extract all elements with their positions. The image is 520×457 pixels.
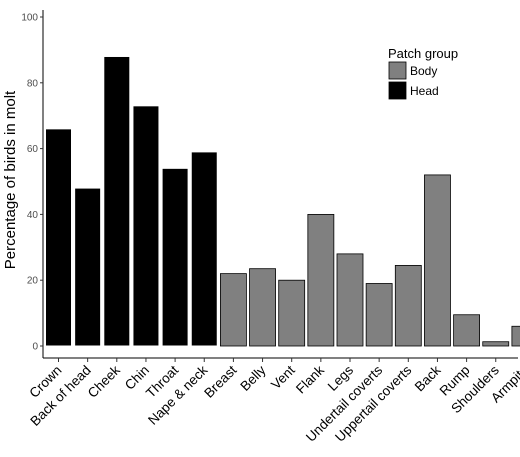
bar-cheek: [103, 55, 131, 347]
bar-rump: [453, 314, 481, 347]
bar-shoulders: [482, 341, 510, 347]
bar-back: [424, 174, 451, 347]
y-tick-label: 40: [27, 210, 39, 221]
y-tick-label: 20: [27, 276, 39, 287]
bar-breast: [219, 273, 247, 347]
y-tick-label: 60: [27, 144, 39, 155]
x-tick-label: Flank: [293, 362, 327, 396]
x-tick-label: Belly: [237, 362, 268, 393]
legend-label-head: Head: [410, 84, 439, 98]
x-tick-label: Breast: [201, 362, 239, 400]
y-axis-title: Percentage of birds in molt: [2, 90, 19, 269]
y-tick-label: 0: [32, 342, 38, 353]
bar-crown: [45, 128, 72, 347]
bar-chin: [132, 105, 160, 347]
bar-armpits: [511, 325, 520, 347]
legend-swatch-body: [388, 61, 407, 80]
legend: Patch group Body Head: [388, 46, 458, 100]
bar-flank: [307, 213, 335, 347]
bar-uppertail-coverts: [394, 264, 422, 347]
bar-throat: [161, 167, 189, 347]
legend-title: Patch group: [388, 46, 458, 61]
bar-belly: [249, 268, 276, 347]
y-tick-label: 100: [21, 13, 38, 24]
y-tick-label: 80: [27, 78, 39, 89]
legend-label-body: Body: [410, 64, 437, 78]
bar-vent: [278, 279, 306, 347]
y-axis-title-group: Percentage of birds in molt: [2, 90, 19, 269]
bar-back-of-head: [74, 187, 102, 347]
legend-swatch-head: [388, 81, 407, 100]
x-tick-label: Cheek: [85, 362, 123, 400]
x-tick-label: Vent: [268, 362, 298, 392]
bar-legs: [336, 253, 364, 347]
bar-nape-neck: [190, 151, 218, 347]
bar-undertail-coverts: [365, 283, 393, 347]
